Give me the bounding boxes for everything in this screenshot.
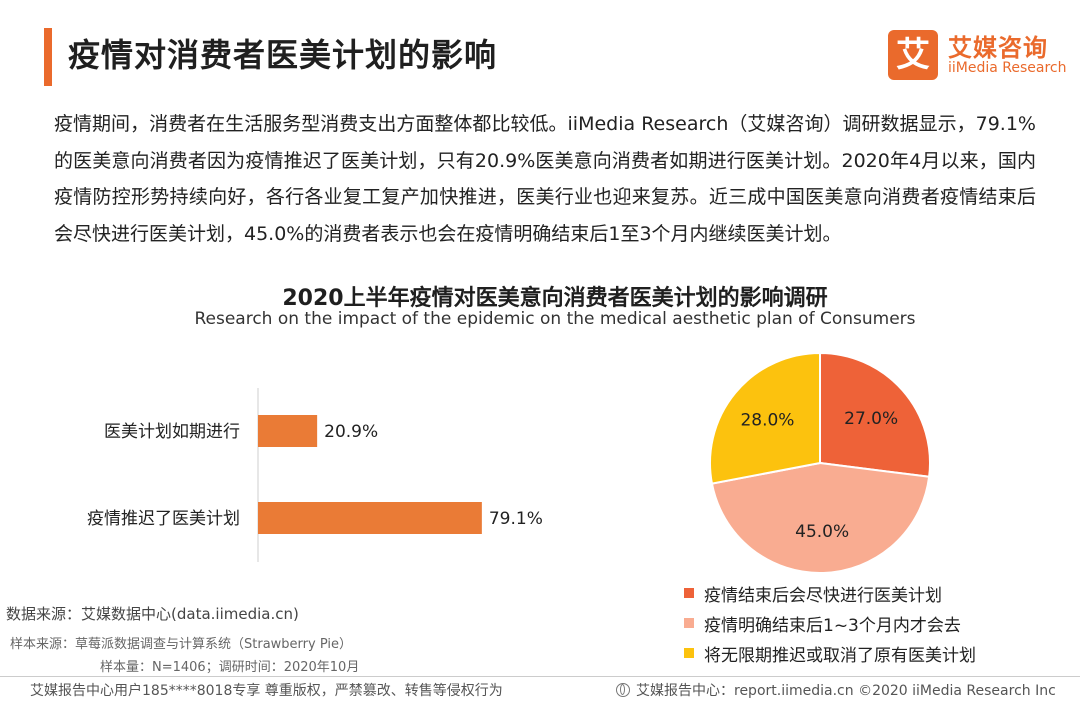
legend-swatch: [684, 648, 694, 658]
pie-slice-3: [709, 351, 821, 485]
page-title: 疫情对消费者医美计划的影响: [68, 36, 498, 74]
legend-item: 疫情明确结束后1~3个月内才会去: [684, 608, 976, 638]
legend-label: 将无限期推迟或取消了原有医美计划: [704, 645, 976, 666]
pie-value-label: 27.0%: [844, 409, 898, 429]
bar-category-label: 医美计划如期进行: [104, 422, 240, 442]
sample-source: 样本来源：草莓派数据调查与计算系统（Strawberry Pie）: [10, 637, 352, 652]
brand-logo: 艾 艾媒咨询 iiMedia Research: [888, 26, 1068, 84]
legend-item: 将无限期推迟或取消了原有医美计划: [684, 638, 976, 668]
logo-icon: 艾: [888, 30, 938, 80]
legend-item: 疫情结束后会尽快进行医美计划: [684, 578, 976, 608]
chart-title: 2020上半年疫情对医美意向消费者医美计划的影响调研: [282, 286, 828, 311]
legend-label: 疫情明确结束后1~3个月内才会去: [704, 615, 961, 636]
bar-value-label: 79.1%: [489, 509, 543, 529]
legend-label: 疫情结束后会尽快进行医美计划: [704, 585, 942, 606]
bar-2: [258, 502, 482, 534]
footer-site: 艾媒报告中心：report.iimedia.cn ©2020 iiMedia R…: [616, 680, 1056, 700]
pie-legend: 疫情结束后会尽快进行医美计划 疫情明确结束后1~3个月内才会去 将无限期推迟或取消了…: [684, 578, 976, 668]
title-accent-bar: [44, 28, 52, 86]
footer-copyright: 艾媒报告中心用户185****8018专享 尊重版权，严禁篡改、转售等侵权行为: [30, 683, 503, 699]
footer-divider: [0, 676, 1080, 677]
bar-value-label: 20.9%: [324, 422, 378, 442]
pie-slice-2: [710, 461, 931, 574]
pie-slice-1: [819, 351, 931, 478]
pie-value-label: 28.0%: [740, 411, 794, 431]
bar-category-label: 疫情推迟了医美计划: [87, 509, 240, 529]
globe-icon: [616, 683, 630, 697]
bar-1: [258, 415, 318, 447]
legend-swatch: [684, 588, 694, 598]
pie-value-label: 45.0%: [795, 522, 849, 542]
intro-paragraph: 疫情期间，消费者在生活服务型消费支出方面整体都比较低。iiMedia Resea…: [54, 113, 1036, 245]
logo-text-cn: 艾媒咨询: [948, 34, 1048, 62]
sample-size: 样本量：N=1406；调研时间：2020年10月: [100, 660, 360, 675]
footer-site-text: 艾媒报告中心：report.iimedia.cn ©2020 iiMedia R…: [636, 683, 1056, 699]
chart-subtitle: Research on the impact of the epidemic o…: [194, 309, 916, 329]
logo-text-en: iiMedia Research: [948, 60, 1067, 76]
legend-swatch: [684, 618, 694, 628]
data-source: 数据来源：艾媒数据中心(data.iimedia.cn): [6, 605, 299, 623]
